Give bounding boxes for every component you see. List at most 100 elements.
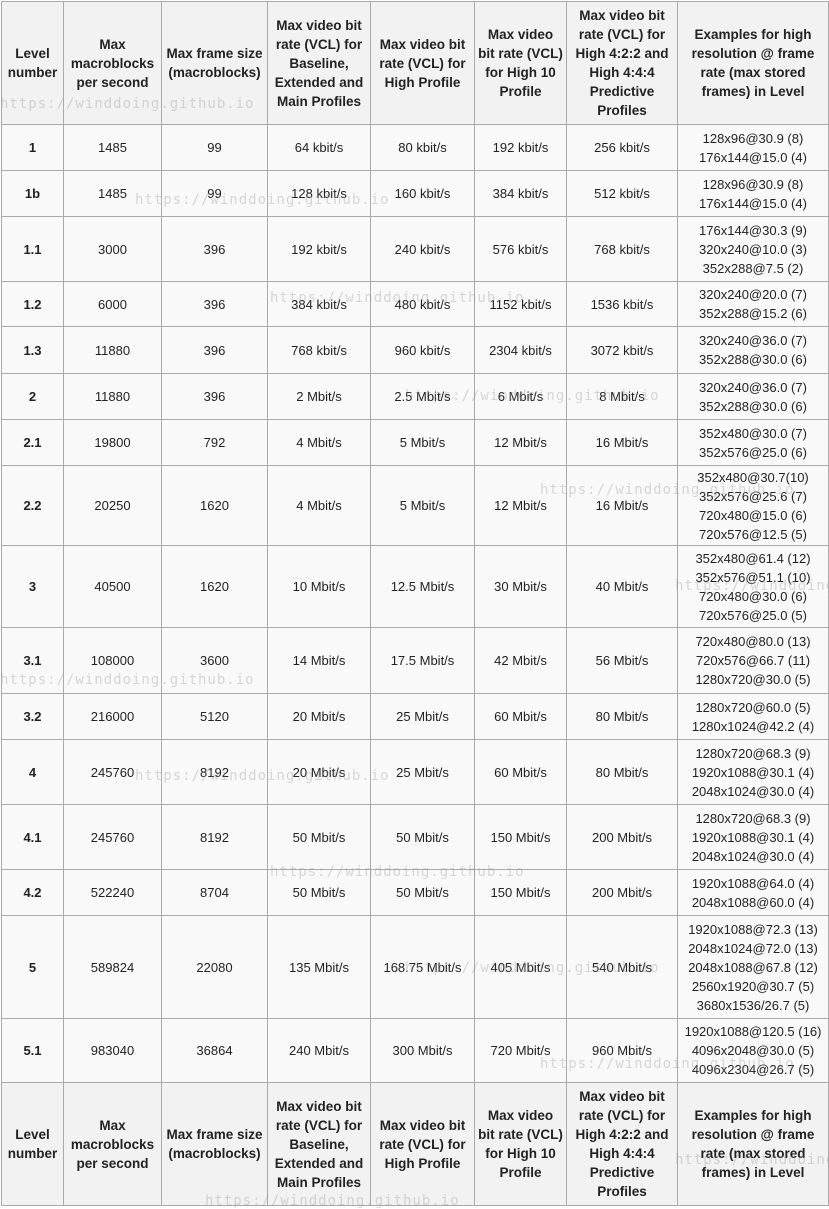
example-resolution: 2048x1024@72.0 (13) — [688, 940, 818, 956]
cell-bitrate-high422-444: 256 kbit/s — [566, 124, 678, 171]
cell-max-frame-size: 396 — [161, 216, 268, 282]
cell-bitrate-high: 480 kbit/s — [370, 281, 475, 327]
cell-bitrate-high: 25 Mbit/s — [370, 693, 475, 740]
example-resolution: 1920x1088@30.1 (4) — [691, 829, 815, 845]
cell-bitrate-high10: 6 Mbit/s — [474, 373, 567, 420]
cell-bitrate-high: 17.5 Mbit/s — [370, 627, 475, 694]
cell-examples: 128x96@30.9 (8) 176x144@15.0 (4) — [677, 124, 829, 171]
cell-bitrate-high: 5 Mbit/s — [370, 419, 475, 466]
cell-bitrate-high422-444: 1536 kbit/s — [566, 281, 678, 327]
table-row: 2.2 20250 1620 4 Mbit/s 5 Mbit/s 12 Mbit/s 16 … — [1, 465, 829, 546]
cell-bitrate-high: 300 Mbit/s — [370, 1018, 475, 1083]
cell-bitrate-high422-444: 768 kbit/s — [566, 216, 678, 282]
cell-level-number: 4.2 — [1, 869, 64, 916]
cell-level-number: 2.1 — [1, 419, 64, 466]
example-resolution: 352x576@51.1 (10) — [695, 569, 811, 585]
cell-bitrate-high10: 2304 kbit/s — [474, 326, 567, 374]
cell-level-number: 3.2 — [1, 693, 64, 740]
column-header-bitrate-high422-444: Max video bit rate (VCL) for High 4:2:2 … — [566, 1082, 678, 1206]
cell-bitrate-high422-444: 512 kbit/s — [566, 170, 678, 217]
cell-bitrate-high10: 576 kbit/s — [474, 216, 567, 282]
cell-examples: 1280x720@60.0 (5) 1280x1024@42.2 (4) — [677, 693, 829, 740]
cell-max-macroblocks-per-second: 216000 — [63, 693, 162, 740]
cell-level-number: 5.1 — [1, 1018, 64, 1083]
example-resolution: 320x240@36.0 (7) — [699, 379, 807, 395]
cell-level-number: 1.3 — [1, 326, 64, 374]
cell-max-frame-size: 396 — [161, 281, 268, 327]
cell-bitrate-high422-444: 8 Mbit/s — [566, 373, 678, 420]
cell-max-frame-size: 1620 — [161, 465, 268, 546]
cell-bitrate-high10: 150 Mbit/s — [474, 869, 567, 916]
cell-examples: 352x480@30.7(10) 352x576@25.6 (7) 720x480@… — [677, 465, 829, 546]
cell-bitrate-high422-444: 200 Mbit/s — [566, 869, 678, 916]
column-header-bitrate-high: Max video bit rate (VCL) for High Profil… — [370, 1082, 475, 1206]
column-header-max-macroblocks-per-second: Max macroblocks per second — [63, 1082, 162, 1206]
cell-max-macroblocks-per-second: 108000 — [63, 627, 162, 694]
cell-examples: 320x240@36.0 (7) 352x288@30.0 (6) — [677, 373, 829, 420]
example-resolution: 720x480@15.0 (6) — [699, 507, 807, 523]
cell-bitrate-high: 168.75 Mbit/s — [370, 915, 475, 1019]
table-row: 4.2 522240 8704 50 Mbit/s 50 Mbit/s 150 Mbit/… — [1, 869, 829, 916]
cell-level-number: 2.2 — [1, 465, 64, 546]
cell-max-macroblocks-per-second: 6000 — [63, 281, 162, 327]
cell-max-frame-size: 1620 — [161, 545, 268, 628]
example-resolution: 1920x1088@72.3 (13) — [688, 921, 818, 937]
cell-bitrate-high: 240 kbit/s — [370, 216, 475, 282]
cell-examples: 320x240@36.0 (7) 352x288@30.0 (6) — [677, 326, 829, 374]
example-resolution: 128x96@30.9 (8) — [702, 130, 804, 146]
cell-max-frame-size: 99 — [161, 124, 268, 171]
cell-max-frame-size: 3600 — [161, 627, 268, 694]
example-resolution: 320x240@20.0 (7) — [699, 287, 807, 302]
cell-examples: 320x240@20.0 (7) 352x288@15.2 (6) — [677, 281, 829, 327]
cell-bitrate-baseline-main: 128 kbit/s — [267, 170, 371, 217]
cell-bitrate-high: 12.5 Mbit/s — [370, 545, 475, 628]
cell-level-number: 2 — [1, 373, 64, 420]
cell-examples: 1920x1088@120.5 (16) 4096x2048@30.0 (5) 40… — [677, 1018, 829, 1083]
table-row: 5 589824 22080 135 Mbit/s 168.75 Mbit/s 405 M… — [1, 915, 829, 1019]
cell-bitrate-high: 80 kbit/s — [370, 124, 475, 171]
cell-bitrate-baseline-main: 50 Mbit/s — [267, 804, 371, 870]
example-resolution: 720x576@25.0 (5) — [699, 607, 807, 623]
example-resolution: 320x240@36.0 (7) — [699, 333, 807, 348]
cell-max-macroblocks-per-second: 11880 — [63, 326, 162, 374]
cell-bitrate-high10: 42 Mbit/s — [474, 627, 567, 694]
cell-bitrate-high422-444: 16 Mbit/s — [566, 419, 678, 466]
cell-bitrate-high422-444: 40 Mbit/s — [566, 545, 678, 628]
cell-max-macroblocks-per-second: 1485 — [63, 170, 162, 217]
example-resolution: 2048x1024@30.0 (4) — [691, 783, 815, 799]
example-resolution: 1280x1024@42.2 (4) — [691, 718, 815, 734]
column-header-examples: Examples for high resolution @ frame rat… — [677, 1082, 829, 1206]
cell-bitrate-high: 160 kbit/s — [370, 170, 475, 217]
example-resolution: 352x480@61.4 (12) — [695, 550, 811, 566]
example-resolution: 352x576@25.6 (7) — [699, 488, 807, 504]
column-header-level-number: Level number — [1, 1, 64, 125]
cell-bitrate-baseline-main: 50 Mbit/s — [267, 869, 371, 916]
cell-bitrate-baseline-main: 768 kbit/s — [267, 326, 371, 374]
cell-examples: 176x144@30.3 (9) 320x240@10.0 (3) 352x288@… — [677, 216, 829, 282]
cell-level-number: 1b — [1, 170, 64, 217]
table-row: 2.1 19800 792 4 Mbit/s 5 Mbit/s 12 Mbit/s 16 M… — [1, 419, 829, 466]
cell-max-macroblocks-per-second: 589824 — [63, 915, 162, 1019]
example-resolution: 128x96@30.9 (8) — [702, 176, 804, 192]
column-header-bitrate-baseline-main: Max video bit rate (VCL) for Baseline, E… — [267, 1, 371, 125]
cell-bitrate-high10: 1152 kbit/s — [474, 281, 567, 327]
table-row: 1.3 11880 396 768 kbit/s 960 kbit/s 2304 kbit… — [1, 326, 829, 374]
cell-bitrate-baseline-main: 192 kbit/s — [267, 216, 371, 282]
footer-header-row: Level number Max macroblocks per second Ma… — [1, 1082, 829, 1206]
example-resolution: 2048x1088@67.8 (12) — [688, 959, 818, 975]
column-header-bitrate-high422-444: Max video bit rate (VCL) for High 4:2:2 … — [566, 1, 678, 125]
cell-bitrate-high10: 12 Mbit/s — [474, 465, 567, 546]
cell-bitrate-high422-444: 56 Mbit/s — [566, 627, 678, 694]
example-resolution: 1920x1088@30.1 (4) — [691, 764, 815, 780]
cell-max-macroblocks-per-second: 983040 — [63, 1018, 162, 1083]
example-resolution: 4096x2048@30.0 (5) — [691, 1043, 815, 1058]
cell-bitrate-high: 50 Mbit/s — [370, 804, 475, 870]
cell-level-number: 4 — [1, 739, 64, 805]
column-header-bitrate-high10: Max video bit rate (VCL) for High 10 Pro… — [474, 1, 567, 125]
cell-bitrate-high10: 60 Mbit/s — [474, 693, 567, 740]
example-resolution: 1280x720@60.0 (5) — [695, 699, 811, 715]
cell-bitrate-high: 5 Mbit/s — [370, 465, 475, 546]
column-header-max-frame-size: Max frame size (macroblocks) — [161, 1, 268, 125]
example-resolution: 352x288@15.2 (6) — [699, 306, 807, 321]
